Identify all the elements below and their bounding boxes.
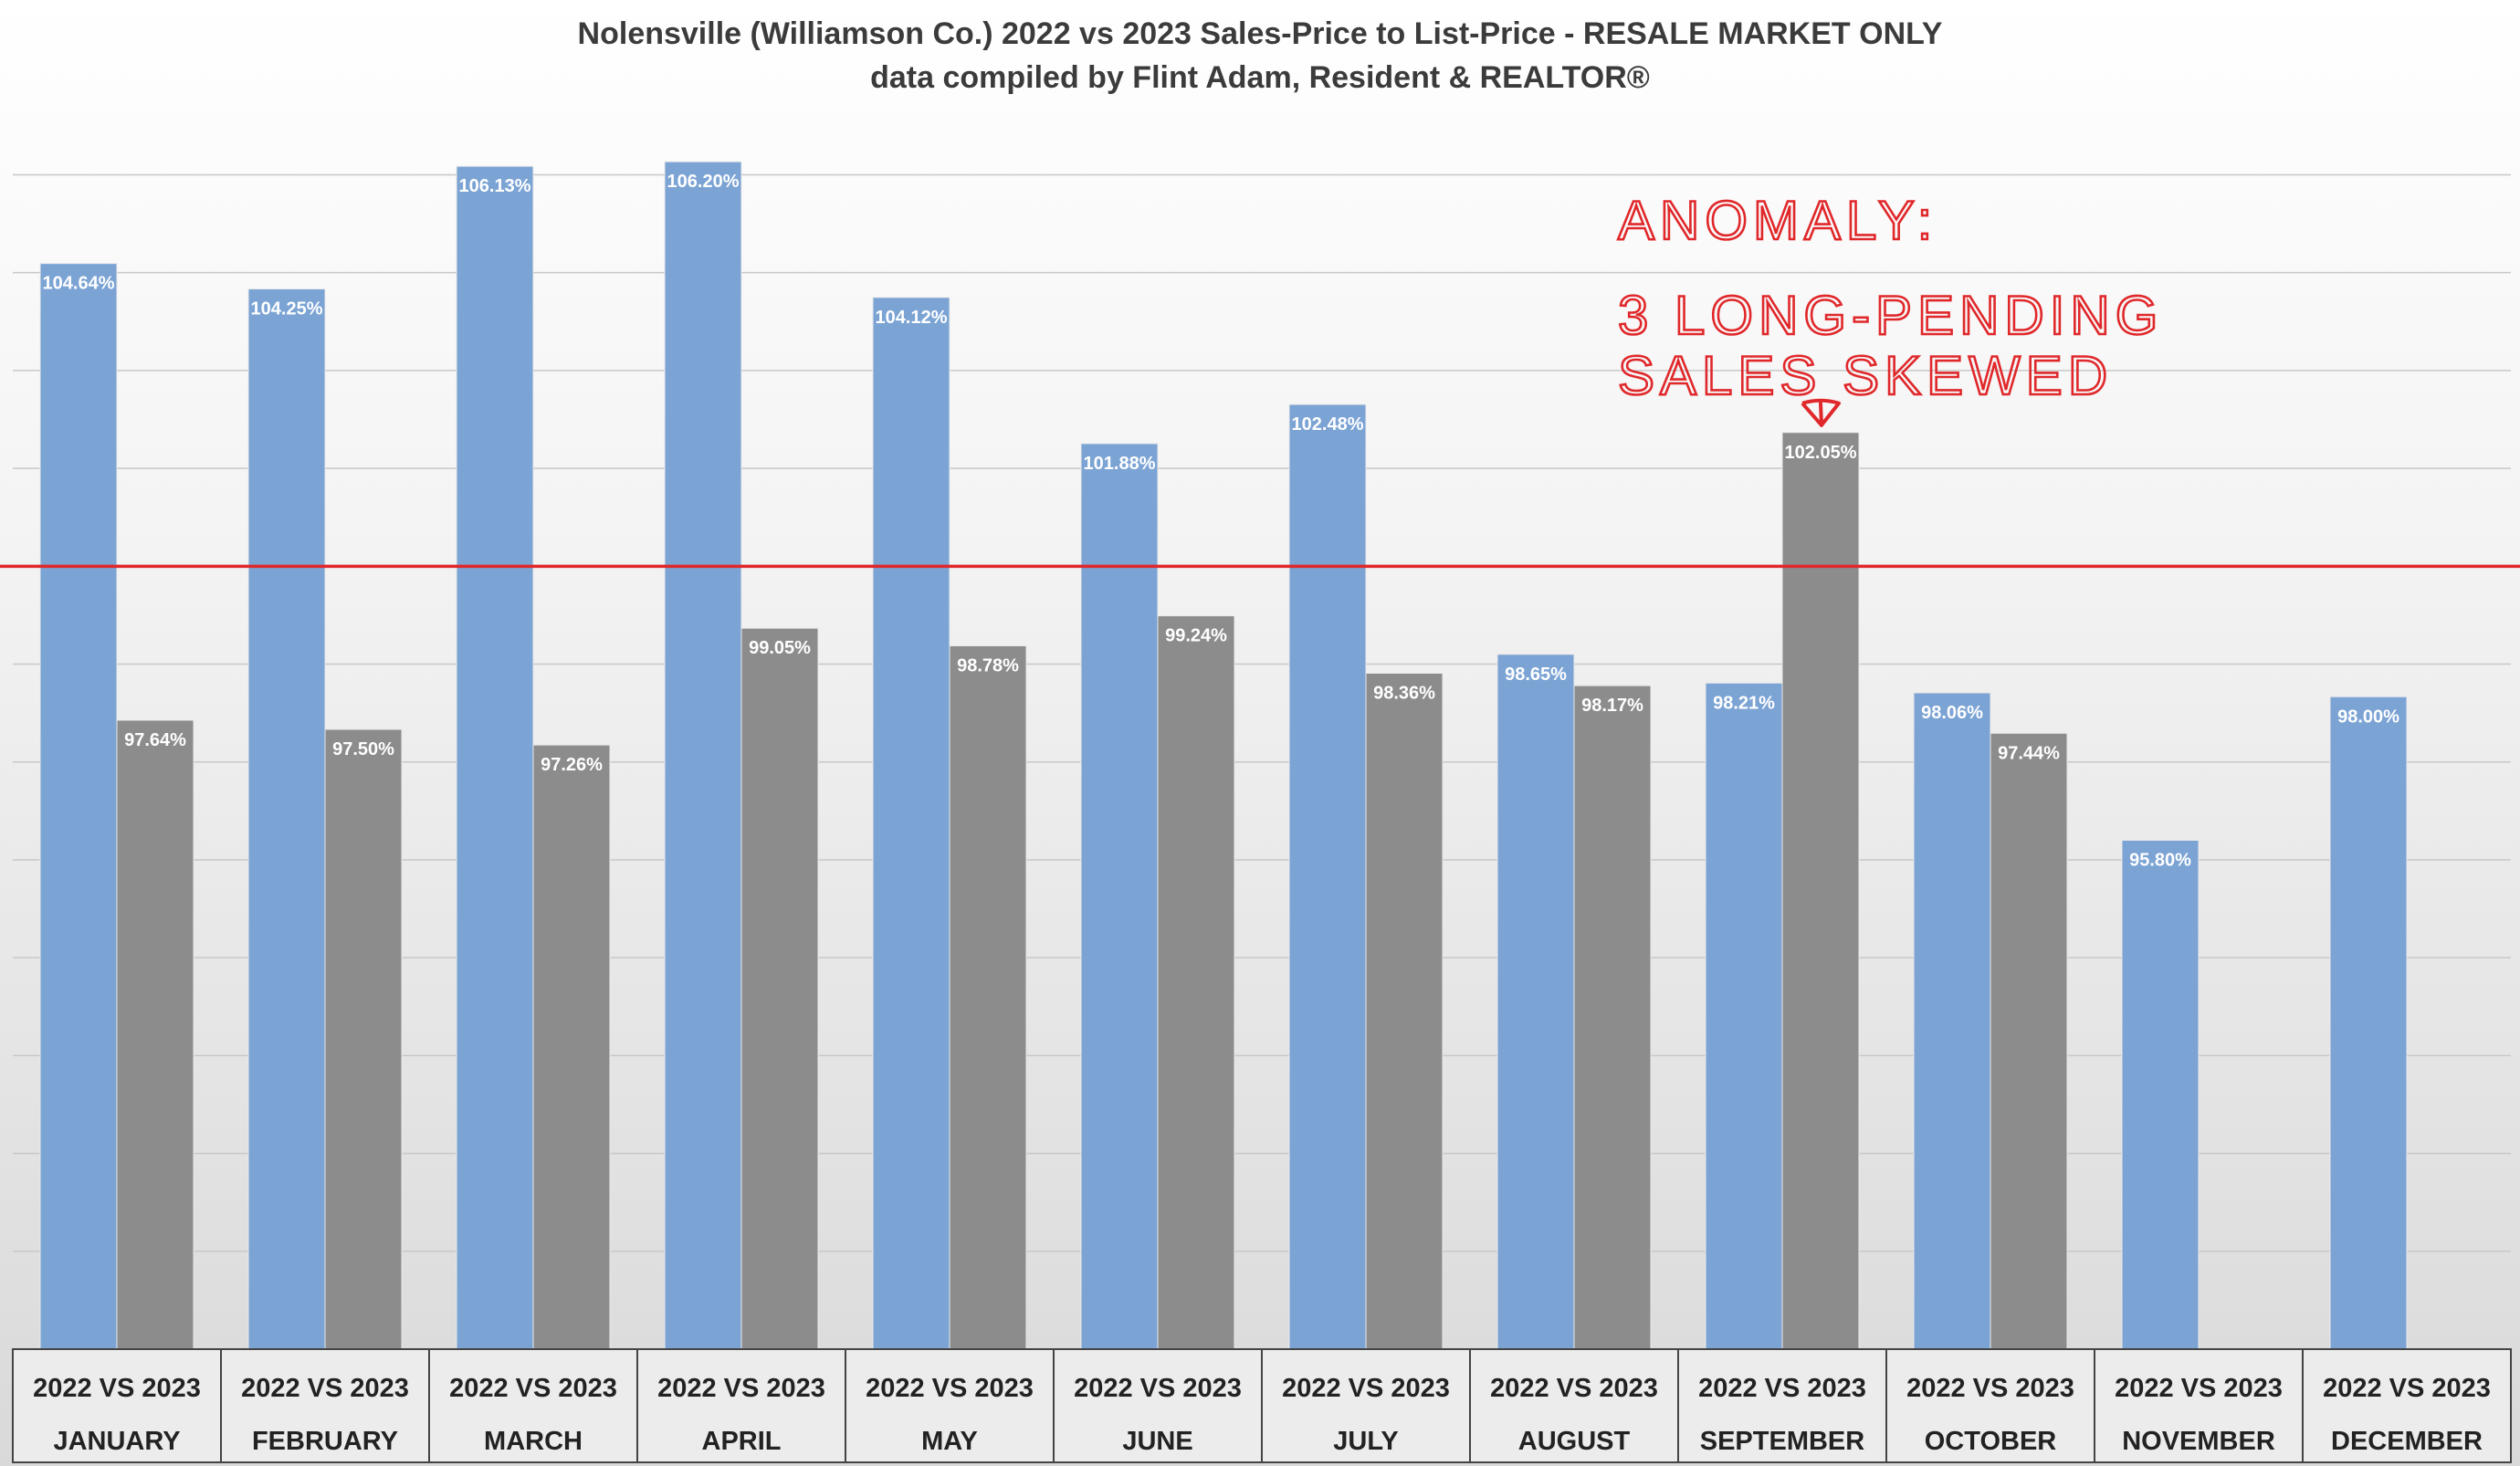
tick-label: DECEMBER xyxy=(2331,1427,2483,1456)
data-label: 97.44% xyxy=(1998,743,2060,763)
bar-december-series-1 xyxy=(2329,696,2408,1350)
bar-june-series-1 xyxy=(1080,443,1159,1350)
tick-label: JUNE xyxy=(1122,1427,1192,1456)
data-label: 99.24% xyxy=(1165,626,1227,646)
bars: 104.64% 104.25% 106.13% 106.20% 104.12% 101.8… xyxy=(39,161,2408,1350)
bar-october-series-1 xyxy=(1913,692,1991,1350)
tick-label: MARCH xyxy=(484,1427,583,1456)
data-label: 102.05% xyxy=(1785,443,1857,463)
bar-july-series-2 xyxy=(1365,673,1444,1350)
bar-january-series-1 xyxy=(39,263,118,1350)
tick-label-prefix: 2022 VS 2023 xyxy=(241,1374,409,1403)
annotation-arrow-head xyxy=(1801,398,1841,427)
data-label: 98.17% xyxy=(1581,696,1643,716)
tick-label: JULY xyxy=(1333,1427,1398,1456)
bar-may-series-1 xyxy=(872,297,950,1350)
data-label: 98.21% xyxy=(1713,693,1775,713)
bar-november-series-1 xyxy=(2121,840,2200,1350)
data-label: 97.50% xyxy=(332,739,394,759)
tick-label: MAY xyxy=(921,1427,978,1456)
bar-february-series-2 xyxy=(324,728,403,1350)
category-axis: 2022 VS 2023 JANUARY 2022 VS 2023 FEBRUARY 2… xyxy=(12,1348,2512,1463)
bar-august-series-1 xyxy=(1496,654,1575,1350)
tick-label-prefix: 2022 VS 2023 xyxy=(1698,1374,1866,1403)
bar-april-series-2 xyxy=(740,627,819,1350)
chart-subtitle: data compiled by Flint Adam, Resident & … xyxy=(870,60,1650,95)
data-label: 98.06% xyxy=(1921,703,1983,723)
data-label: 102.48% xyxy=(1292,414,1364,435)
data-label: 104.25% xyxy=(251,299,323,319)
title-group: Nolensville (Williamson Co.) 2022 vs 202… xyxy=(578,16,1943,95)
data-label: 106.13% xyxy=(459,176,531,196)
annotation-arrow-shaft xyxy=(1819,402,1823,427)
bar-february-series-1 xyxy=(247,288,326,1350)
tick-label: OCTOBER xyxy=(1925,1427,2057,1456)
bar-august-series-2 xyxy=(1573,685,1652,1350)
bar-april-series-1 xyxy=(664,161,742,1350)
bar-september-series-1 xyxy=(1705,682,1783,1350)
data-label: 104.12% xyxy=(876,308,948,328)
bar-may-series-2 xyxy=(949,645,1027,1350)
data-label: 95.80% xyxy=(2129,851,2191,871)
tick-label: APRIL xyxy=(702,1427,782,1456)
tick-label-prefix: 2022 VS 2023 xyxy=(1282,1374,1450,1403)
tick-label: FEBRUARY xyxy=(252,1427,398,1456)
data-label: 97.26% xyxy=(541,755,603,775)
annotation-line: ANOMALY: xyxy=(1618,190,1937,251)
data-label: 98.65% xyxy=(1505,665,1567,685)
tick-label: AUGUST xyxy=(1518,1427,1631,1456)
data-label: 104.64% xyxy=(43,274,115,294)
data-label: 98.36% xyxy=(1373,684,1435,704)
tick-label-prefix: 2022 VS 2023 xyxy=(449,1374,617,1403)
bar-march-series-1 xyxy=(456,165,534,1350)
tick-label-prefix: 2022 VS 2023 xyxy=(657,1374,825,1403)
tick-label-prefix: 2022 VS 2023 xyxy=(1906,1374,2074,1403)
bar-september-series-2 xyxy=(1781,432,1860,1350)
data-label: 101.88% xyxy=(1084,454,1156,474)
tick-label: SEPTEMBER xyxy=(1700,1427,1865,1456)
chart-title: Nolensville (Williamson Co.) 2022 vs 202… xyxy=(578,16,1943,51)
tick-label-prefix: 2022 VS 2023 xyxy=(866,1374,1034,1403)
data-label: 106.20% xyxy=(667,172,740,192)
bar-march-series-2 xyxy=(532,744,611,1350)
bar-january-series-2 xyxy=(116,719,194,1350)
tick-label: JANUARY xyxy=(53,1427,180,1456)
data-label: 99.05% xyxy=(749,638,811,658)
annotation-line: SALES SKEWED xyxy=(1618,345,2113,406)
tick-label-prefix: 2022 VS 2023 xyxy=(1074,1374,1242,1403)
tick-label-prefix: 2022 VS 2023 xyxy=(2323,1374,2491,1403)
tick-label-prefix: 2022 VS 2023 xyxy=(33,1374,201,1403)
data-label: 97.64% xyxy=(124,730,186,750)
tick-label-prefix: 2022 VS 2023 xyxy=(2115,1374,2283,1403)
data-label: 98.00% xyxy=(2337,707,2399,727)
tick-label: NOVEMBER xyxy=(2122,1427,2275,1456)
tick-label-prefix: 2022 VS 2023 xyxy=(1490,1374,1658,1403)
annotation-line: 3 LONG-PENDING xyxy=(1618,285,2163,346)
bar-june-series-2 xyxy=(1157,615,1235,1350)
bar-october-series-2 xyxy=(1990,732,2068,1350)
data-label: 98.78% xyxy=(957,656,1019,676)
bar-july-series-1 xyxy=(1288,403,1367,1350)
